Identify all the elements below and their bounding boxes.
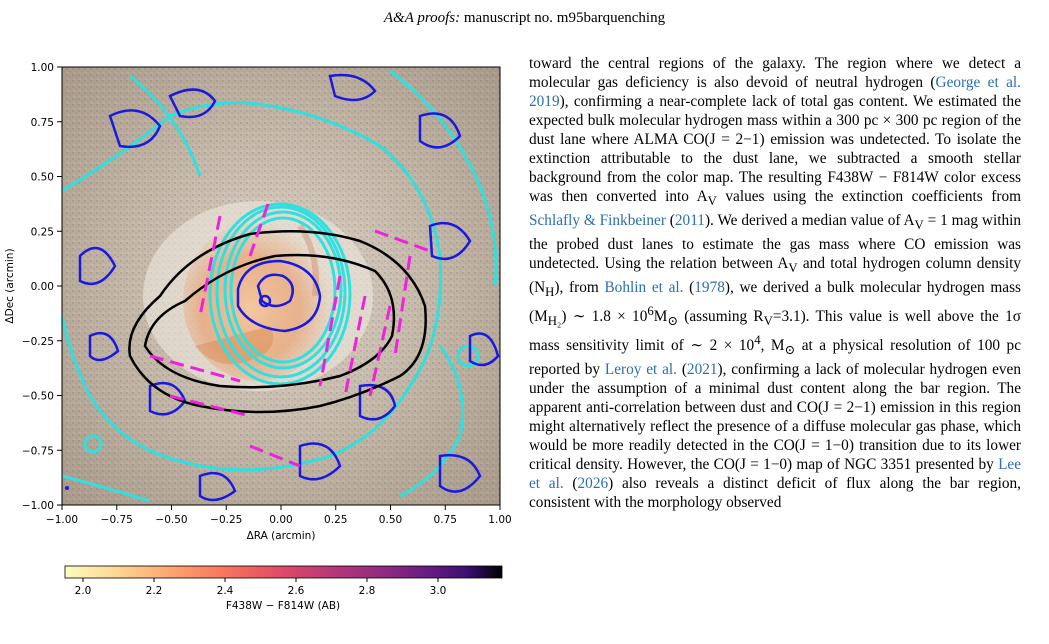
cyan-contours [62,69,498,503]
text-run: ( [665,212,675,230]
text-run: ), we derived a bulk molecular hydrogen … [529,279,1021,326]
citation-link[interactable]: George et al. 2019 [529,74,1021,110]
y-tick-label: 0.25 [31,226,54,238]
y-tick-label: −0.75 [22,445,54,457]
citation-link[interactable]: Schlafly & Finkbeiner [529,212,666,230]
x-tick-label: −0.50 [155,514,187,526]
superscript: 4 [754,333,761,348]
superscript: 6 [647,304,654,319]
colorbar-tick: 2.4 [217,585,234,597]
colorbar-tick: 3.0 [430,585,447,597]
y-axis-label: ΔDec (arcmin) [4,248,16,323]
subscript: V [707,194,717,209]
subscript: V [763,314,773,329]
image-panel [62,67,500,505]
text-run: , M [760,337,785,355]
blue-contours [78,73,500,502]
citation-year-link[interactable]: 2021 [686,361,718,379]
colorbar-tick: 2.6 [288,585,305,597]
x-tick-label: 1.00 [488,514,511,526]
text-run: ), confirming a near-complete lack of to… [529,93,1021,205]
text-run: at a physical resolution of 100 pc repor… [529,337,1021,379]
subscript: V [914,218,924,233]
figure: 1.00 0.75 0.50 0.25 0.00 −0.25 −0.50 −0.… [4,62,512,612]
y-axis: 1.00 0.75 0.50 0.25 0.00 −0.25 −0.50 −0.… [4,62,62,512]
text-run: =3.1). This value is well above the 1σ m… [529,308,1021,355]
subscript: V [788,261,798,276]
text-run: M [653,308,668,326]
subscript: H₂ [547,314,562,329]
y-tick-label: −0.50 [22,391,54,403]
text-run: ( [683,279,695,297]
text-run: = 1 mag within the probed dust lanes to … [529,212,1021,273]
colorbar-tick: 2.0 [75,585,92,597]
subscript: ⊙ [667,314,679,329]
x-tick-label: −0.25 [210,514,242,526]
x-tick-label: 0.50 [379,514,402,526]
magenta-vectors [149,203,431,468]
text-run: ) ∼ 1.8 × 10 [561,308,648,326]
text-run: values using the extinction coefficients… [716,188,1022,205]
citation-link[interactable]: Lee et al. [529,456,1021,493]
text-run: ) also reveals a distinct deficit of flu… [529,475,1021,512]
subscript: ⊙ [784,343,796,358]
y-tick-label: 1.00 [31,62,54,74]
manuscript-number: manuscript no. m95barquenching [463,10,666,26]
x-tick-label: −0.75 [101,514,133,526]
x-tick-label: 0.75 [434,514,457,526]
citation-year-link[interactable]: 2026 [577,475,609,493]
text-run: toward the central regions of the galaxy… [529,55,1021,91]
text-run: ( [563,475,578,493]
citation-link[interactable]: Bohlin et al. [604,279,684,297]
journal-name: A&A proofs: [383,10,461,26]
citation-year-link[interactable]: 2011 [674,212,705,230]
y-tick-label: 0.75 [31,117,54,129]
x-tick-label: −1.00 [46,514,78,526]
y-tick-label: −1.00 [22,500,54,512]
body-text-column: toward the central regions of the galaxy… [529,54,1021,512]
colorbar-tick: 2.2 [146,585,163,597]
colorbar: 2.0 2.2 2.4 2.6 2.8 3.0 F438W − F814W (A… [64,565,503,612]
colorbar-label: F438W − F814W (AB) [226,600,340,612]
x-tick-label: 0.00 [269,514,292,526]
x-axis-label: ΔRA (arcmin) [247,530,316,542]
text-run: ), confirming a lack of molecular hydrog… [529,361,1021,474]
x-tick-label: 0.25 [324,514,347,526]
x-axis: −1.00 −0.75 −0.50 −0.25 0.00 0.25 0.50 0… [46,505,512,542]
subscript: H [545,285,555,300]
running-header: A&A proofs: manuscript no. m95barquenchi… [0,10,1049,27]
text-run: ), from [554,279,605,297]
text-run: (assuming R [678,308,764,326]
text-run: ). We derived a median value of A [704,212,915,230]
y-tick-label: 0.50 [31,172,54,184]
text-run: ( [677,361,687,379]
text-run: and total hydrogen column density (N [529,255,1021,297]
colorbar-tick: 2.8 [359,585,376,597]
citation-year-link[interactable]: 1978 [694,279,725,297]
y-tick-label: 0.00 [31,281,54,293]
paragraph: toward the central regions of the galaxy… [529,54,1021,512]
citation-link[interactable]: Leroy et al. [604,361,677,379]
y-tick-label: −0.25 [22,336,54,348]
